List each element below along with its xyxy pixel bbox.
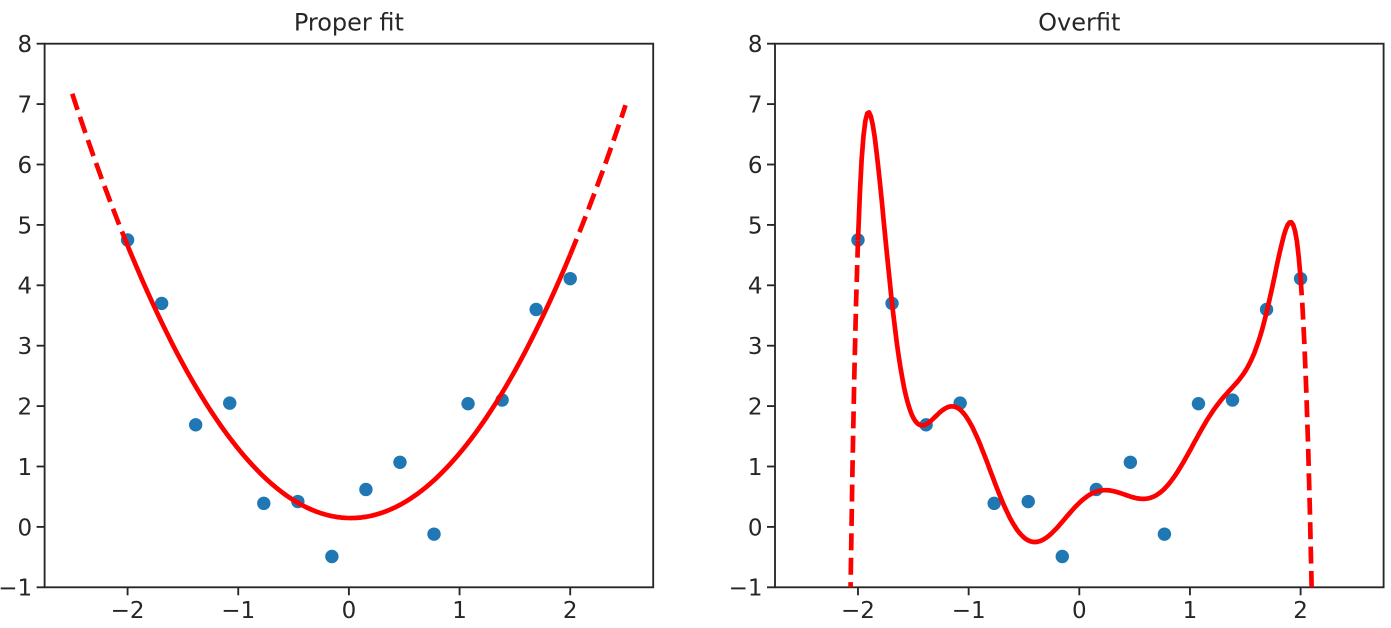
data-point <box>461 396 475 411</box>
data-point <box>427 527 441 541</box>
y-tick-label: 2 <box>748 395 763 421</box>
y-tick-label: 2 <box>17 395 32 421</box>
y-tick-label: 7 <box>17 93 32 119</box>
scatter-points <box>120 233 577 564</box>
data-point <box>1157 527 1172 541</box>
x-tick-label: 1 <box>452 598 467 624</box>
y-tick-label: 0 <box>17 515 32 541</box>
x-tick-label: −1 <box>221 598 255 624</box>
x-tick-label: 0 <box>342 598 357 624</box>
y-tick-label: 1 <box>748 455 763 481</box>
data-point <box>1123 455 1138 469</box>
data-point <box>325 549 339 564</box>
y-tick-label: 4 <box>748 274 763 300</box>
y-tick-label: 5 <box>17 213 32 239</box>
x-tick-label: 1 <box>1183 598 1198 624</box>
data-point <box>987 496 1001 511</box>
y-tick-label: 4 <box>17 274 32 300</box>
data-point <box>1055 549 1069 564</box>
y-tick-label: −1 <box>0 576 32 602</box>
y-tick-label: 0 <box>748 515 763 541</box>
y-tick-label: 6 <box>748 153 763 179</box>
data-point <box>1021 494 1035 509</box>
fit-curve <box>125 244 573 521</box>
data-point <box>563 271 577 286</box>
data-point <box>188 418 203 432</box>
subplot-overfit: −2 −1 0 1 2 −1 0 1 2 3 4 5 6 7 8 Overfit <box>729 8 1385 624</box>
subplot-title-overfit: Overfit <box>1038 8 1120 36</box>
subplot-proper-fit: −2 −1 0 1 2 −1 0 1 2 3 4 5 6 7 8 Proper fit <box>0 8 655 624</box>
x-tick-label: −2 <box>841 598 875 624</box>
data-point <box>359 482 373 497</box>
data-point <box>1225 393 1240 407</box>
y-tick-label: 5 <box>748 213 763 239</box>
data-point <box>223 396 237 410</box>
fit-curve-extrapolation-left <box>70 93 130 247</box>
fit-curve <box>855 110 1303 545</box>
scatter-points <box>851 233 1308 564</box>
x-tick-label: 2 <box>1293 598 1308 624</box>
data-point <box>393 455 407 469</box>
axes-frame <box>43 42 655 589</box>
fit-curve-extrapolation-right <box>568 104 628 256</box>
y-tick-label: 1 <box>17 455 32 481</box>
y-tick-label: 8 <box>748 32 763 58</box>
data-point <box>154 296 169 311</box>
y-tick-label: −1 <box>729 576 763 602</box>
data-point <box>1191 396 1206 411</box>
fit-curve-extrapolation-left <box>848 239 861 588</box>
x-tick-label: 2 <box>563 598 578 624</box>
y-tick-label: 6 <box>17 153 32 179</box>
data-point <box>529 302 543 317</box>
x-tick-label: 0 <box>1072 598 1087 624</box>
y-tick-label: 3 <box>748 334 763 360</box>
y-tick-label: 8 <box>17 32 32 58</box>
subplot-title-proper-fit: Proper fit <box>294 8 404 36</box>
y-tick-label: 7 <box>748 93 763 119</box>
x-tick-label: −1 <box>952 598 986 624</box>
x-tick-label: −2 <box>111 598 145 624</box>
fit-curve-extrapolation-right <box>1298 278 1314 588</box>
data-point <box>257 496 271 511</box>
y-tick-label: 3 <box>17 334 32 360</box>
